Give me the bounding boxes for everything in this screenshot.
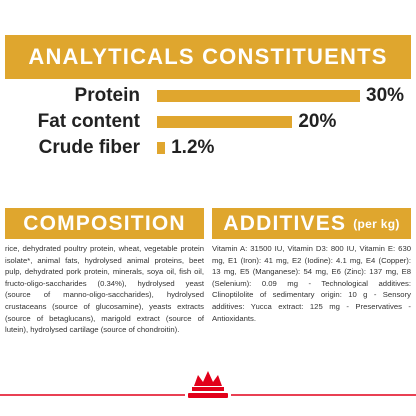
additives-unit: (per kg): [353, 216, 400, 231]
row-value: 30%: [366, 85, 405, 106]
row-name: Fat content: [37, 111, 140, 132]
row-value: 20%: [298, 111, 337, 132]
additives-title: ADDITIVES: [223, 211, 347, 235]
composition-text: rice, dehydrated poultry protein, wheat,…: [5, 244, 204, 335]
bar: [157, 142, 166, 154]
row-name: Protein: [74, 85, 140, 106]
analytics-title: ANALYTICALS CONSTITUENTS: [28, 44, 388, 69]
crown: [194, 371, 222, 386]
additives-banner: ADDITIVES (per kg): [212, 208, 411, 239]
composition-title: COMPOSITION: [23, 211, 186, 235]
crown-base: [192, 387, 224, 391]
row-value: 1.2%: [171, 137, 215, 158]
additives-text: Vitamin A: 31500 IU, Vitamin D3: 800 IU,…: [212, 244, 411, 323]
logo-band: [188, 393, 228, 398]
footer-logo: [0, 371, 416, 398]
composition-banner: COMPOSITION: [5, 208, 204, 239]
bar: [157, 116, 293, 128]
bar: [157, 90, 360, 102]
analytics-banner: ANALYTICALS CONSTITUENTS: [5, 35, 411, 79]
row-name: Crude fiber: [38, 137, 140, 158]
